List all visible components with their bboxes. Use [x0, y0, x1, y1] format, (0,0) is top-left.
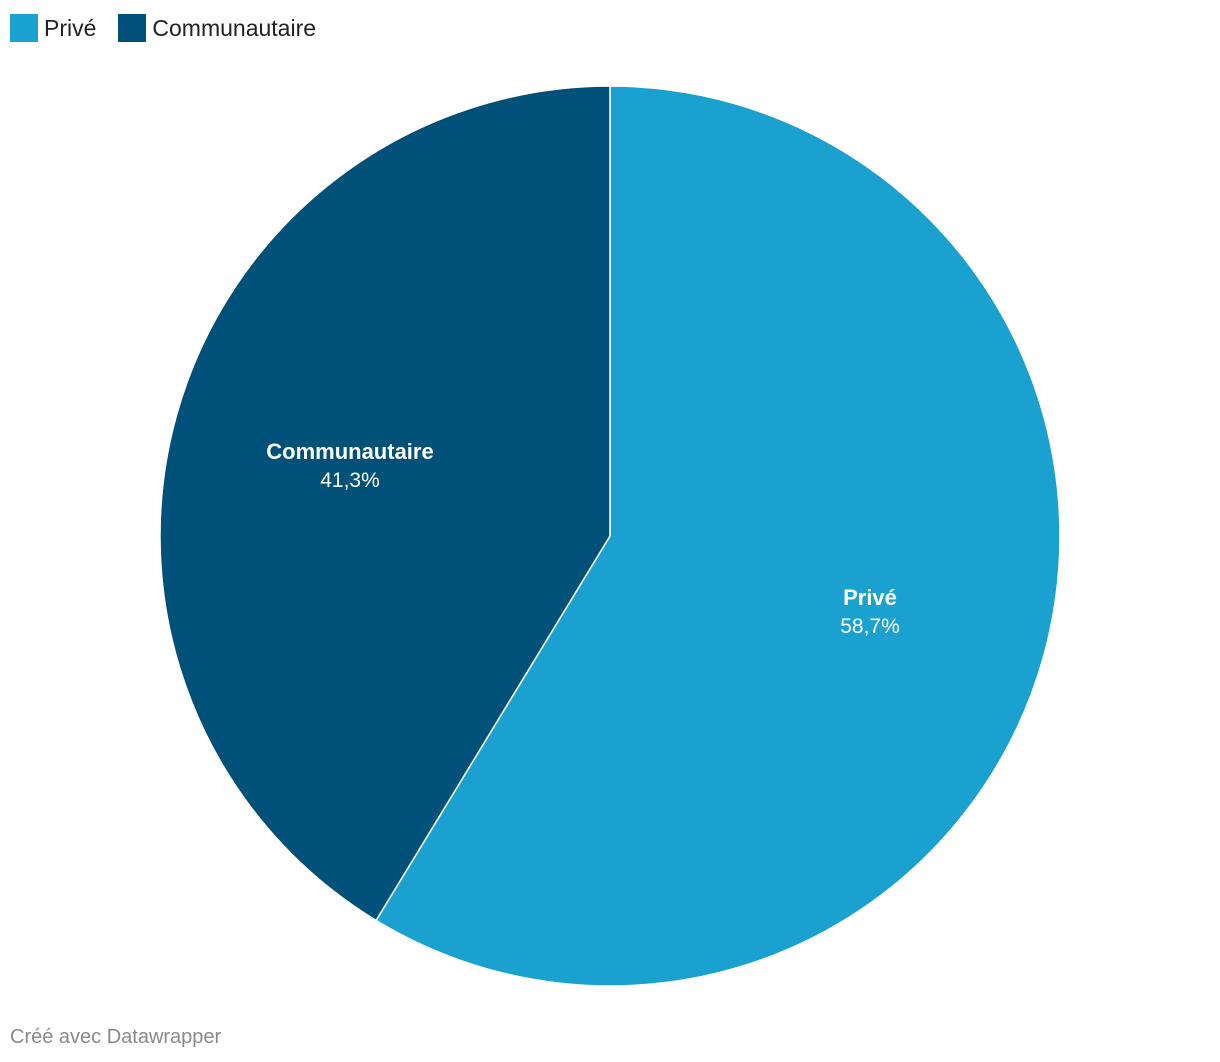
legend-swatch-prive [10, 14, 38, 42]
pie-slices [159, 85, 1061, 987]
slice-label-prive: Privé [843, 585, 897, 610]
legend-swatch-communautaire [118, 14, 147, 42]
pie-labels: Privé 58,7% Communautaire 41,3% [266, 439, 900, 638]
pie-slice-prive [375, 85, 1061, 987]
legend-item-communautaire: Communautaire [118, 14, 316, 42]
slice-value-prive: 58,7% [840, 615, 900, 638]
legend-label-communautaire: Communautaire [152, 15, 317, 41]
slice-label-communautaire: Communautaire [266, 439, 433, 464]
legend: Privé Communautaire [10, 13, 316, 43]
legend-label-prive: Privé [44, 15, 97, 41]
pie-slice-communautaire [159, 85, 611, 922]
slice-value-communautaire: 41,3% [320, 469, 380, 492]
credit-text: Créé avec Datawrapper [10, 1026, 222, 1048]
legend-item-prive: Privé [10, 14, 96, 42]
